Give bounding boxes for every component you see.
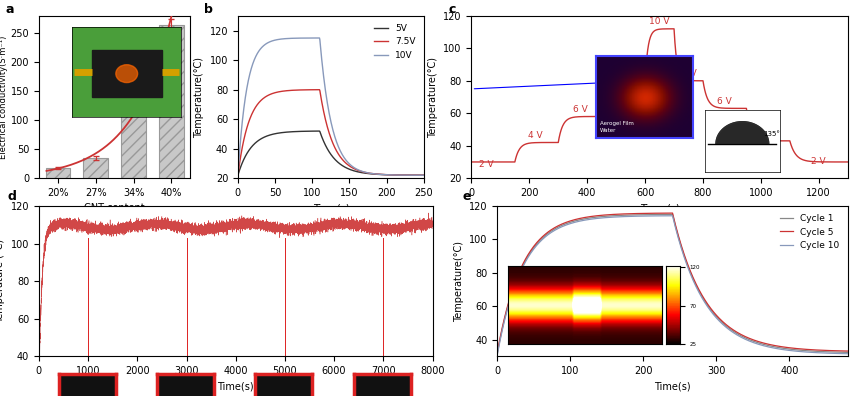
10V <box>323 103 333 107</box>
Y-axis label: Temperature(°C): Temperature(°C) <box>453 241 464 322</box>
10V <box>233 173 243 178</box>
7.5V <box>414 173 425 177</box>
5V <box>322 145 332 150</box>
5V <box>323 147 333 152</box>
Cycle 1 <box>668 212 678 217</box>
Text: c: c <box>449 3 456 15</box>
Y-axis label: Electrical conductivity(S·m⁻¹): Electrical conductivity(S·m⁻¹) <box>0 35 8 159</box>
Cycle 10 <box>842 351 852 356</box>
10V <box>334 145 344 150</box>
10V <box>386 173 396 177</box>
Line: 10V: 10V <box>238 38 424 175</box>
Text: 6 V: 6 V <box>717 97 732 105</box>
Line: 7.5V: 7.5V <box>238 90 424 175</box>
Text: b: b <box>204 3 214 15</box>
5V <box>334 161 344 166</box>
Line: Cycle 5: Cycle 5 <box>497 213 848 352</box>
Text: 8 V: 8 V <box>682 69 696 78</box>
Cycle 1 <box>492 351 503 356</box>
Text: 6 V: 6 V <box>573 105 587 114</box>
Text: 4 V: 4 V <box>528 131 542 140</box>
Cycle 5 <box>843 348 853 353</box>
Legend: 5V, 7.5V, 10V: 5V, 7.5V, 10V <box>371 20 420 64</box>
5V <box>233 173 243 178</box>
Cycle 1 <box>753 341 763 345</box>
Cycle 5 <box>698 295 708 300</box>
5V <box>343 167 354 171</box>
Text: 8 V: 8 V <box>616 69 631 78</box>
7.5V <box>323 126 333 131</box>
10V <box>414 173 425 177</box>
Y-axis label: Temperature(°C): Temperature(°C) <box>427 57 438 137</box>
7.5V <box>419 173 429 177</box>
Line: Cycle 10: Cycle 10 <box>497 216 848 354</box>
7.5V <box>314 88 324 92</box>
Cycle 1 <box>843 350 853 355</box>
X-axis label: Time(s): Time(s) <box>654 382 691 392</box>
Text: 2 V: 2 V <box>811 156 826 166</box>
X-axis label: Time(s): Time(s) <box>217 382 254 392</box>
Cycle 5 <box>528 245 538 249</box>
Legend: Cycle 1, Cycle 5, Cycle 10: Cycle 1, Cycle 5, Cycle 10 <box>776 210 843 254</box>
7.5V <box>233 173 243 178</box>
Text: d: d <box>8 190 16 203</box>
Text: 2 V: 2 V <box>478 160 493 169</box>
7.5V <box>343 163 354 168</box>
Cycle 5 <box>842 348 852 353</box>
Cycle 10 <box>567 221 577 226</box>
Cycle 10 <box>513 276 523 280</box>
5V <box>414 173 425 177</box>
Text: 4 V: 4 V <box>761 129 775 138</box>
5V <box>419 173 429 177</box>
Cycle 1 <box>567 219 577 224</box>
X-axis label: Time(s): Time(s) <box>312 204 349 213</box>
Cycle 1 <box>842 350 852 355</box>
Cycle 10 <box>753 342 763 346</box>
Bar <box>159 25 183 178</box>
10V <box>322 96 332 101</box>
7.5V <box>322 122 332 126</box>
Cycle 10 <box>843 351 853 356</box>
Cycle 1 <box>528 246 538 251</box>
Text: 10 V: 10 V <box>649 17 670 26</box>
Y-axis label: Temperature (°C): Temperature (°C) <box>0 239 5 323</box>
X-axis label: CNT content: CNT content <box>84 204 145 213</box>
Cycle 5 <box>668 211 678 215</box>
Cycle 5 <box>492 349 503 354</box>
Bar <box>46 168 70 178</box>
5V <box>386 173 396 177</box>
5V <box>314 129 324 133</box>
Cycle 5 <box>513 273 523 278</box>
7.5V <box>334 152 344 157</box>
Line: Cycle 1: Cycle 1 <box>497 214 848 353</box>
X-axis label: Time (s): Time (s) <box>640 204 679 213</box>
Bar <box>121 103 146 178</box>
Line: 5V: 5V <box>238 131 424 175</box>
Cycle 5 <box>753 339 763 344</box>
Cycle 1 <box>513 274 523 279</box>
Text: e: e <box>462 190 471 203</box>
Bar <box>83 158 108 178</box>
10V <box>419 173 429 177</box>
Y-axis label: Temperature(°C): Temperature(°C) <box>194 57 204 137</box>
Cycle 10 <box>668 213 678 218</box>
10V <box>343 161 354 166</box>
Cycle 1 <box>698 297 708 302</box>
10V <box>314 36 324 40</box>
Cycle 5 <box>567 218 577 223</box>
Cycle 10 <box>492 352 503 357</box>
Text: a: a <box>5 3 14 15</box>
Cycle 10 <box>528 248 538 252</box>
7.5V <box>386 172 396 177</box>
Cycle 10 <box>698 298 708 303</box>
